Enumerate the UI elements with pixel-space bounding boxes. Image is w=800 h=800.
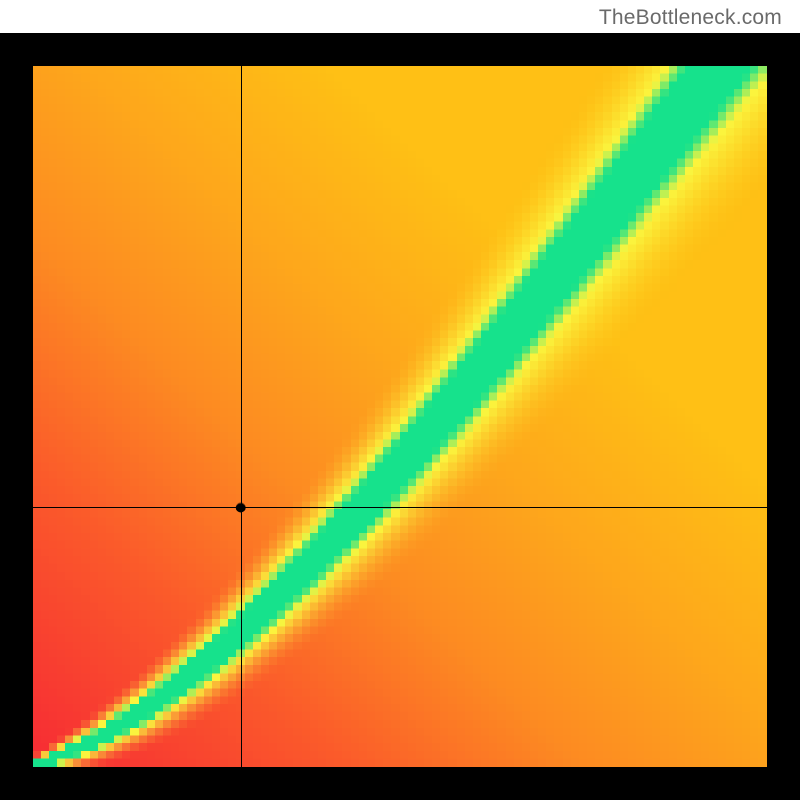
watermark-text: TheBottleneck.com <box>599 6 782 30</box>
bottleneck-heatmap <box>33 66 767 767</box>
chart-container: TheBottleneck.com <box>0 0 800 800</box>
